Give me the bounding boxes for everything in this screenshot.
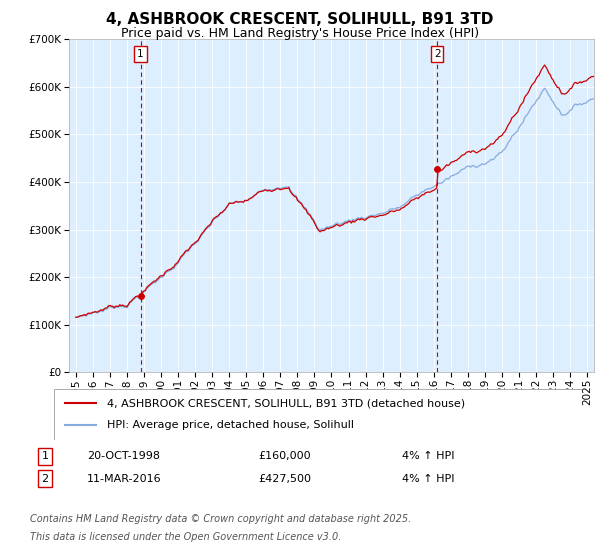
Text: This data is licensed under the Open Government Licence v3.0.: This data is licensed under the Open Gov…	[30, 531, 341, 542]
Text: Contains HM Land Registry data © Crown copyright and database right 2025.: Contains HM Land Registry data © Crown c…	[30, 514, 411, 524]
Text: 1: 1	[41, 451, 49, 461]
Text: 20-OCT-1998: 20-OCT-1998	[87, 451, 160, 461]
Text: 11-MAR-2016: 11-MAR-2016	[87, 474, 161, 484]
Text: 4% ↑ HPI: 4% ↑ HPI	[402, 474, 455, 484]
Text: £427,500: £427,500	[258, 474, 311, 484]
Text: 2: 2	[41, 474, 49, 484]
Text: £160,000: £160,000	[258, 451, 311, 461]
Text: Price paid vs. HM Land Registry's House Price Index (HPI): Price paid vs. HM Land Registry's House …	[121, 27, 479, 40]
Text: 4% ↑ HPI: 4% ↑ HPI	[402, 451, 455, 461]
Text: 4, ASHBROOK CRESCENT, SOLIHULL, B91 3TD (detached house): 4, ASHBROOK CRESCENT, SOLIHULL, B91 3TD …	[107, 398, 465, 408]
Text: 4, ASHBROOK CRESCENT, SOLIHULL, B91 3TD: 4, ASHBROOK CRESCENT, SOLIHULL, B91 3TD	[106, 12, 494, 27]
Text: HPI: Average price, detached house, Solihull: HPI: Average price, detached house, Soli…	[107, 421, 354, 431]
FancyBboxPatch shape	[54, 389, 582, 440]
Text: 2: 2	[434, 49, 440, 59]
Text: 1: 1	[137, 49, 144, 59]
